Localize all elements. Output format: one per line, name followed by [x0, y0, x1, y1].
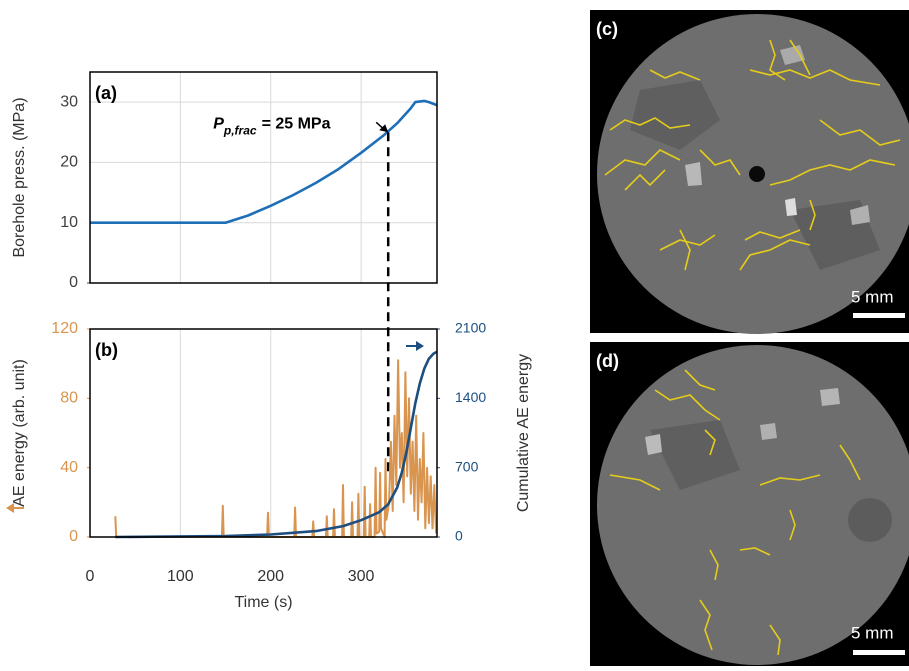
y2-tick-label: 1400 [455, 389, 486, 405]
crack [679, 229, 691, 271]
annotation-text: = 25 MPa [262, 116, 331, 133]
grain [820, 388, 840, 406]
y-tick-label: 20 [60, 154, 78, 171]
y-tick-label: 120 [51, 320, 78, 337]
grain [760, 423, 777, 440]
crack [789, 509, 796, 541]
x-tick-label: 100 [167, 568, 194, 585]
panel-label: (a) [95, 83, 117, 103]
panel-label: (b) [95, 340, 118, 360]
y2-axis-title: Cumulative AE energy [515, 354, 532, 512]
crack [609, 474, 661, 491]
y2-tick-label: 2100 [455, 320, 486, 336]
sample-disc [597, 345, 909, 665]
scale-label: 5 mm [851, 623, 894, 642]
x-tick-label: 300 [348, 568, 375, 585]
grain [785, 198, 797, 216]
scale-bar [853, 650, 905, 655]
y2-tick-label: 700 [455, 458, 479, 474]
y-tick-label: 10 [60, 214, 78, 231]
y-tick-label: 30 [60, 93, 78, 110]
crack [739, 547, 771, 556]
annotation-symbol: P [213, 116, 224, 133]
crack [659, 234, 716, 251]
y-axis-title: AE energy (arb. unit) [11, 359, 28, 507]
series-line [115, 350, 438, 539]
crack [789, 39, 811, 76]
crack [649, 69, 701, 81]
crack [609, 117, 691, 131]
y-tick-label: 0 [69, 274, 78, 291]
grain [650, 420, 740, 490]
crack [684, 369, 716, 391]
grain [780, 45, 805, 65]
crack [699, 599, 713, 651]
crack [654, 389, 721, 421]
x-axis-title: Time (s) [234, 594, 292, 611]
axis-arrow [6, 503, 14, 513]
crack [769, 624, 781, 656]
x-tick-label: 0 [86, 568, 95, 585]
crack [769, 159, 896, 186]
crack [749, 69, 881, 86]
annotation: Pp,frac = 25 MPa [213, 116, 330, 138]
crack [839, 444, 861, 481]
crack [759, 474, 821, 486]
annotation-arrowhead [379, 124, 389, 133]
crack [699, 149, 741, 176]
grain [848, 498, 892, 542]
grain [685, 162, 702, 186]
crack [624, 169, 666, 191]
plot-frame [89, 328, 438, 538]
grain [645, 434, 662, 455]
crack [809, 199, 816, 231]
crack [604, 149, 681, 176]
scale-label: 5 mm [851, 287, 894, 306]
crack [769, 39, 786, 81]
y-axis-title: Borehole press. (MPa) [11, 97, 28, 257]
axis-arrow [416, 341, 424, 351]
y-tick-label: 40 [60, 459, 78, 476]
y-tick-label: 80 [60, 390, 78, 407]
grain [630, 80, 720, 150]
crack [709, 549, 719, 581]
image-label: (c) [596, 19, 618, 39]
ct-image-c: (c) 5 mm [590, 10, 909, 334]
series-line [90, 99, 438, 224]
scale-bar [853, 313, 905, 318]
ct-image-d: (d) 5 mm [590, 342, 909, 666]
image-label: (d) [596, 351, 619, 371]
crack [739, 239, 811, 271]
crack [744, 229, 801, 241]
crack [819, 119, 901, 146]
plot-frame [89, 71, 438, 284]
y2-tick-label: 0 [455, 528, 463, 544]
x-tick-label: 200 [257, 568, 284, 585]
crack [704, 429, 716, 456]
grain [850, 205, 870, 225]
annotation-subscript: p,frac [223, 123, 257, 137]
y-tick-label: 0 [69, 528, 78, 545]
borehole [749, 166, 765, 182]
